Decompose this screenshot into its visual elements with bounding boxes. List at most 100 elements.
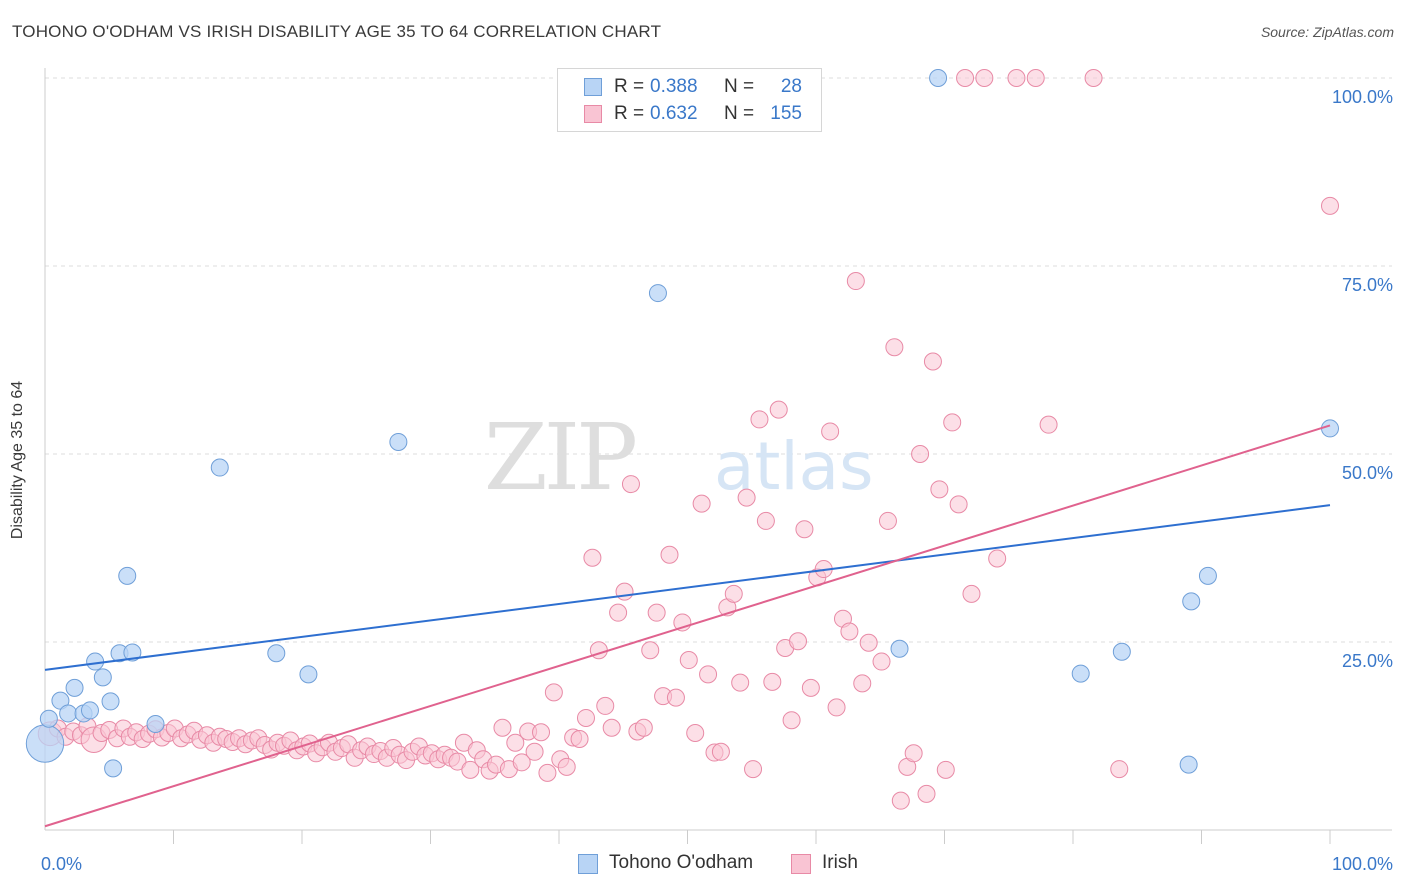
tohono-point xyxy=(267,644,286,663)
tohono-point xyxy=(1112,642,1131,661)
tohono-point xyxy=(93,668,112,687)
legend-n-value: 155 xyxy=(770,103,802,124)
irish-point xyxy=(724,584,743,603)
irish-point xyxy=(1007,69,1026,87)
irish-point xyxy=(878,511,897,530)
irish-point xyxy=(1084,69,1103,87)
irish-point xyxy=(544,683,563,702)
tohono-point xyxy=(389,432,408,451)
tohono-point xyxy=(929,69,948,87)
irish-point xyxy=(711,742,730,761)
irish-point xyxy=(840,622,859,641)
irish-point xyxy=(737,488,756,507)
irish-point xyxy=(634,718,653,737)
irish-point xyxy=(525,742,544,761)
irish-point xyxy=(801,678,820,697)
y-axis-label: Disability Age 35 to 64 xyxy=(9,380,26,540)
irish-point xyxy=(917,784,936,803)
tick-labels: 100.0% 75.0% 50.0% 25.0% 0.0% 100.0% xyxy=(41,87,1393,874)
irish-point xyxy=(859,633,878,652)
source-attribution: Source: ZipAtlas.com xyxy=(1260,24,1394,40)
irish-point xyxy=(962,584,981,603)
irish-point xyxy=(827,698,846,717)
irish-point xyxy=(641,641,660,660)
irish-point xyxy=(872,652,891,671)
irish-trend-line xyxy=(44,424,1331,828)
irish-points xyxy=(37,69,1339,810)
tohono-point xyxy=(123,643,142,662)
irish-point xyxy=(956,69,975,87)
irish-point xyxy=(943,413,962,432)
irish-point xyxy=(904,744,923,763)
x-tick-label: 0.0% xyxy=(41,854,82,874)
watermark: ZIP atlas xyxy=(484,404,874,511)
tohono-point xyxy=(65,678,84,697)
tohono-point xyxy=(101,692,120,711)
irish-point xyxy=(885,338,904,357)
correlation-legend: R = 0.388 N = 28 R = 0.632 N = 155 xyxy=(557,68,822,132)
irish-point xyxy=(789,632,808,651)
tohono-point xyxy=(86,652,105,671)
irish-point xyxy=(621,475,640,494)
irish-point xyxy=(1039,415,1058,434)
watermark-atlas: atlas xyxy=(714,428,874,505)
tohono-point xyxy=(25,724,65,763)
irish-point xyxy=(853,674,872,693)
irish-point xyxy=(532,723,551,742)
irish-point xyxy=(988,549,1007,568)
tohono-point xyxy=(299,665,318,684)
irish-point xyxy=(692,494,711,513)
y-tick-label: 100.0% xyxy=(1332,87,1393,107)
tohono-point xyxy=(890,639,909,658)
irish-point xyxy=(538,763,557,782)
tohono-point xyxy=(39,709,58,728)
irish-point xyxy=(949,495,968,514)
watermark-zip: ZIP xyxy=(484,404,635,511)
axes xyxy=(44,68,1392,844)
tohono-trend-line xyxy=(44,504,1331,671)
tohono-point xyxy=(210,458,229,477)
irish-point xyxy=(763,672,782,691)
chart-title: TOHONO O'ODHAM VS IRISH DISABILITY AGE 3… xyxy=(12,22,662,41)
irish-point xyxy=(557,757,576,776)
tohono-point xyxy=(1179,755,1198,774)
tohono-point xyxy=(80,701,99,720)
tohono-points xyxy=(25,69,1339,778)
legend-swatch-tohono xyxy=(584,78,602,96)
legend-r-value: 0.388 xyxy=(650,76,698,97)
irish-point xyxy=(731,673,750,692)
irish-point xyxy=(846,272,865,291)
y-tick-label: 50.0% xyxy=(1342,463,1393,483)
bottom-legend-swatch-irish xyxy=(791,854,811,874)
irish-point xyxy=(666,688,685,707)
bottom-legend-label-tohono: Tohono O'odham xyxy=(609,852,754,873)
irish-point xyxy=(769,400,788,419)
irish-point xyxy=(821,422,840,441)
tohono-point xyxy=(1321,419,1339,438)
irish-point xyxy=(596,696,615,715)
bottom-legend-swatch-tohono xyxy=(578,854,598,874)
irish-point xyxy=(936,760,955,779)
legend-swatch-irish xyxy=(584,105,602,123)
irish-point xyxy=(930,480,949,499)
irish-point xyxy=(686,723,705,742)
legend-r-label: R = xyxy=(614,103,645,124)
irish-point xyxy=(461,760,480,779)
tohono-point xyxy=(1198,566,1217,585)
tohono-point xyxy=(146,714,165,733)
irish-point xyxy=(609,603,628,622)
irish-point xyxy=(679,651,698,670)
irish-point xyxy=(744,760,763,779)
bottom-legend-label-irish: Irish xyxy=(822,852,858,873)
irish-point xyxy=(660,545,679,564)
irish-point xyxy=(782,711,801,730)
irish-point xyxy=(795,520,814,539)
irish-point xyxy=(1321,196,1339,215)
x-tick-label: 100.0% xyxy=(1332,854,1393,874)
irish-point xyxy=(647,603,666,622)
irish-point xyxy=(975,69,994,87)
irish-point xyxy=(512,753,531,772)
legend-n-value: 28 xyxy=(780,76,802,97)
y-tick-label: 25.0% xyxy=(1342,651,1393,671)
